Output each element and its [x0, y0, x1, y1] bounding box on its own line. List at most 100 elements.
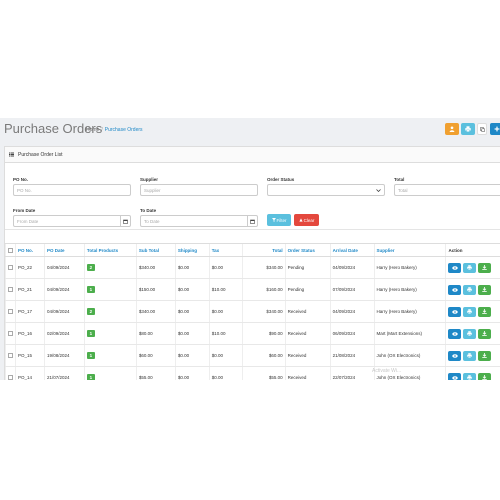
po-no-input[interactable] [13, 184, 131, 196]
order-status-select[interactable] [267, 184, 385, 196]
cell-total-products: 1 [83, 344, 137, 367]
cell-order-status: Pending [284, 278, 331, 301]
print-icon [467, 375, 473, 380]
cell-po-no: PO_17 [15, 300, 45, 323]
order-status-label: Order Status [267, 177, 295, 182]
view-button[interactable] [448, 372, 462, 380]
row-checkbox[interactable] [8, 331, 13, 337]
from-date-input[interactable] [13, 215, 131, 227]
view-button[interactable] [448, 262, 462, 273]
table-row: PO_16 02/09/2024 1 $80.00 $0.00 $10.00 $90.00 R… [5, 322, 500, 345]
download-button[interactable] [478, 262, 492, 273]
breadcrumb-separator: / [101, 127, 103, 133]
print-icon [467, 265, 473, 270]
cell-order-status: Received [284, 366, 331, 380]
user-button[interactable] [445, 123, 459, 135]
row-checkbox[interactable] [8, 353, 13, 359]
breadcrumb-current[interactable]: Purchase Orders [104, 127, 143, 133]
copy-button[interactable] [477, 123, 487, 135]
row-checkbox[interactable] [8, 375, 13, 380]
row-checkbox[interactable] [8, 265, 13, 271]
clear-button[interactable]: Clear [294, 214, 319, 226]
row-select-cell [5, 300, 16, 323]
filter-icon [271, 218, 276, 222]
download-button[interactable] [478, 306, 492, 317]
row-checkbox[interactable] [8, 309, 13, 315]
view-button[interactable] [448, 328, 462, 339]
page-title: Purchase Orders [4, 121, 103, 136]
view-button[interactable] [448, 284, 462, 295]
table-header-row: PO No. PO Date Total Products Sub Total … [5, 243, 500, 257]
cell-order-status: Received [284, 300, 331, 323]
cell-po-date: 19/08/2024 [43, 344, 85, 367]
select-all-checkbox[interactable] [8, 247, 13, 253]
add-button[interactable] [490, 123, 500, 135]
from-date-calendar[interactable] [120, 216, 130, 226]
cell-arrival-date: 21/08/2024 [329, 344, 375, 367]
col-po-date[interactable]: PO Date [43, 243, 85, 257]
list-icon [9, 152, 14, 157]
download-button[interactable] [478, 284, 492, 295]
cell-po-no: PO_22 [15, 256, 45, 279]
download-button[interactable] [478, 350, 492, 361]
filter-button[interactable]: Filter [267, 214, 291, 226]
cell-shipping: $0.00 [174, 366, 210, 380]
cell-po-no: PO_14 [15, 366, 45, 380]
col-arrival-date[interactable]: Arrival Date [329, 243, 375, 257]
row-checkbox[interactable] [8, 287, 13, 293]
print-icon [467, 287, 473, 292]
clear-icon [299, 218, 303, 222]
col-total[interactable]: Total [241, 243, 286, 257]
download-icon [482, 265, 488, 270]
row-actions [445, 278, 500, 301]
download-button[interactable] [478, 328, 492, 339]
print-row-button[interactable] [463, 350, 477, 361]
to-date-input[interactable] [140, 215, 258, 227]
cell-po-no: PO_16 [15, 322, 45, 345]
col-po-no[interactable]: PO No. [15, 243, 45, 257]
cell-sub-total: $340.00 [135, 256, 176, 279]
cell-arrival-date: 06/09/2024 [329, 322, 375, 345]
col-sub-total[interactable]: Sub Total [135, 243, 176, 257]
col-total-products[interactable]: Total Products [83, 243, 137, 257]
cell-total-products: 2 [83, 300, 137, 323]
cell-shipping: $0.00 [174, 256, 210, 279]
cell-supplier: Harry (Hero Bakery) [373, 300, 446, 323]
col-tax[interactable]: Tax [208, 243, 243, 257]
download-button[interactable] [478, 372, 492, 380]
cell-total: $340.00 [241, 256, 286, 279]
to-date-field [140, 215, 258, 227]
print-row-button[interactable] [463, 284, 477, 295]
total-label: Total [394, 177, 405, 182]
download-icon [482, 309, 488, 314]
table-row: PO_15 19/08/2024 1 $60.00 $0.00 $0.00 $60.00 Re… [5, 344, 500, 367]
watermark: Activate Wi... [372, 368, 402, 374]
col-order-status[interactable]: Order Status [284, 243, 331, 257]
view-button[interactable] [448, 306, 462, 317]
print-row-button[interactable] [463, 372, 477, 380]
col-supplier[interactable]: Supplier [373, 243, 446, 257]
chevron-down-icon [376, 189, 381, 193]
orders-table-body: PO_22 04/09/2024 2 $340.00 $0.00 $0.00 $340.00… [5, 256, 500, 380]
supplier-input[interactable] [140, 184, 258, 196]
print-button[interactable] [461, 123, 475, 135]
cell-tax: $0.00 [208, 366, 243, 380]
download-icon [482, 331, 488, 336]
breadcrumb-home[interactable]: Home [86, 127, 100, 133]
cell-sub-total: $60.00 [135, 344, 176, 367]
view-button[interactable] [448, 350, 462, 361]
col-shipping[interactable]: Shipping [174, 243, 210, 257]
to-date-calendar[interactable] [247, 216, 257, 226]
po-no-label: PO No. [13, 177, 29, 182]
cell-supplier: Harry (Hero Bakery) [373, 256, 446, 279]
panel-heading: Purchase Order List [5, 147, 500, 163]
total-products-badge: 1 [86, 374, 95, 380]
print-row-button[interactable] [463, 328, 477, 339]
total-input[interactable] [394, 184, 500, 196]
cell-shipping: $0.00 [174, 300, 210, 323]
print-row-button[interactable] [463, 262, 477, 273]
filter-section: PO No. Supplier Order Status Total From … [5, 164, 500, 230]
cell-total-products: 1 [83, 366, 137, 380]
cell-po-date: 21/07/2024 [43, 366, 85, 380]
print-row-button[interactable] [463, 306, 477, 317]
